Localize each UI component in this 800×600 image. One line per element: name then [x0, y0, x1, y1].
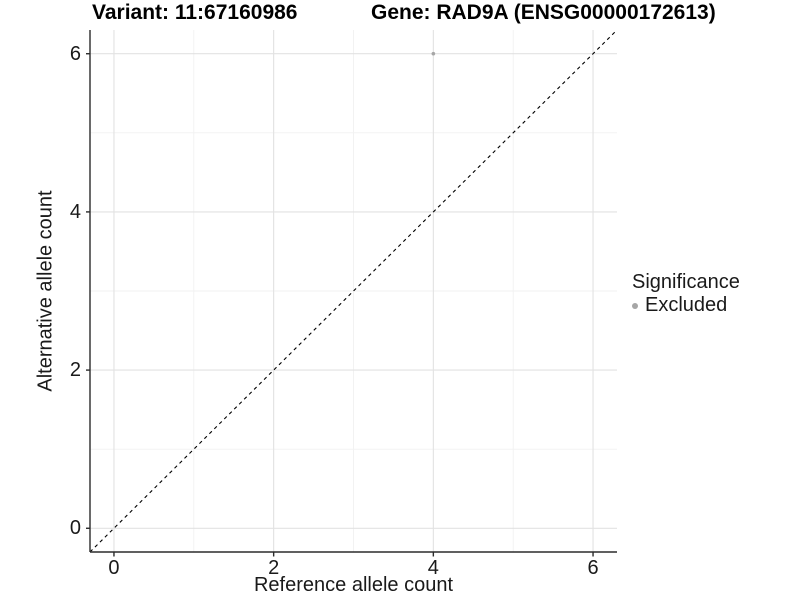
gene-title: Gene: RAD9A (ENSG00000172613) — [371, 1, 716, 24]
x-axis-title: Reference allele count — [253, 574, 453, 596]
identity-reference-line — [89, 29, 618, 553]
legend: Significance Excluded — [632, 271, 740, 317]
legend-item-label: Excluded — [645, 294, 728, 316]
y-axis-title: Alternative allele count — [34, 190, 57, 392]
y-tick-label-0: 0 — [69, 517, 81, 540]
legend-item-excluded: Excluded — [632, 294, 740, 317]
data-point-excluded — [431, 51, 436, 56]
y-tick-label-6: 6 — [69, 42, 81, 65]
scatter-plot-panel — [86, 29, 618, 557]
y-tick-label-2: 2 — [69, 359, 81, 382]
x-tick-label-0: 0 — [108, 557, 120, 579]
x-tick-label-4: 4 — [427, 557, 439, 579]
variant-title: Variant: 11:67160986 — [92, 1, 298, 24]
x-tick-label-2: 2 — [268, 557, 280, 579]
excluded-dot-icon — [632, 302, 638, 309]
x-tick-label-6: 6 — [587, 557, 599, 579]
legend-title: Significance — [632, 271, 740, 293]
y-tick-label-4: 4 — [69, 200, 81, 223]
